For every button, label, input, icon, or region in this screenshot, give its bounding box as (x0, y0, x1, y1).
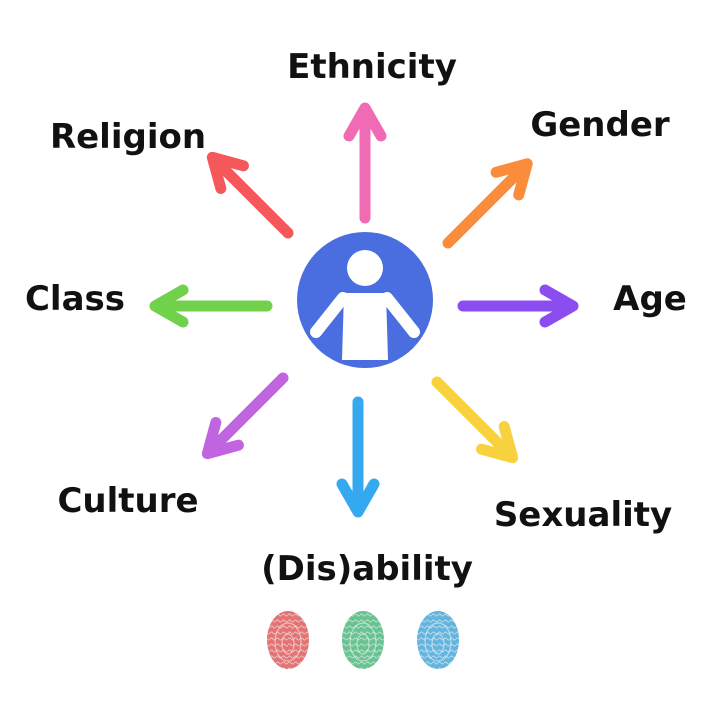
label-class: Class (25, 279, 125, 319)
label-age: Age (613, 279, 687, 319)
arrow-culture (201, 372, 289, 460)
label-disability: (Dis)ability (261, 549, 473, 589)
label-gender: Gender (530, 105, 670, 145)
arrow-disability (336, 396, 380, 518)
arrow-religion (206, 151, 294, 239)
arrow-class (149, 284, 273, 328)
label-culture: Culture (57, 481, 198, 521)
fingerprint-blue (417, 611, 459, 669)
fingerprint-green (342, 611, 384, 669)
arrow-age (457, 284, 579, 328)
person-icon (310, 250, 420, 360)
fingerprints (267, 611, 459, 669)
arrow-sexuality (431, 376, 519, 464)
label-religion: Religion (50, 117, 206, 157)
label-ethnicity: Ethnicity (287, 47, 457, 87)
arrow-ethnicity (343, 102, 387, 224)
fingerprint-red (267, 611, 309, 669)
arrow-gender (442, 158, 533, 249)
label-sexuality: Sexuality (494, 495, 672, 535)
center-figure (297, 232, 433, 368)
